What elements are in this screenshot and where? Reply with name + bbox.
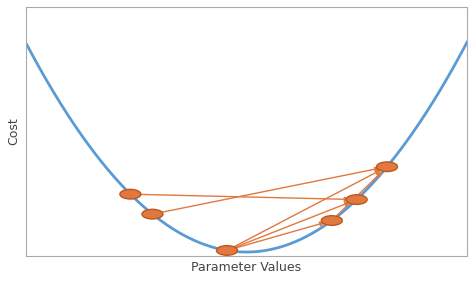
Y-axis label: Cost: Cost [7, 117, 20, 145]
Ellipse shape [217, 246, 237, 255]
Ellipse shape [346, 195, 367, 204]
Ellipse shape [376, 162, 398, 172]
Ellipse shape [321, 216, 342, 225]
Ellipse shape [142, 209, 163, 219]
Ellipse shape [120, 189, 141, 199]
X-axis label: Parameter Values: Parameter Values [191, 261, 301, 274]
